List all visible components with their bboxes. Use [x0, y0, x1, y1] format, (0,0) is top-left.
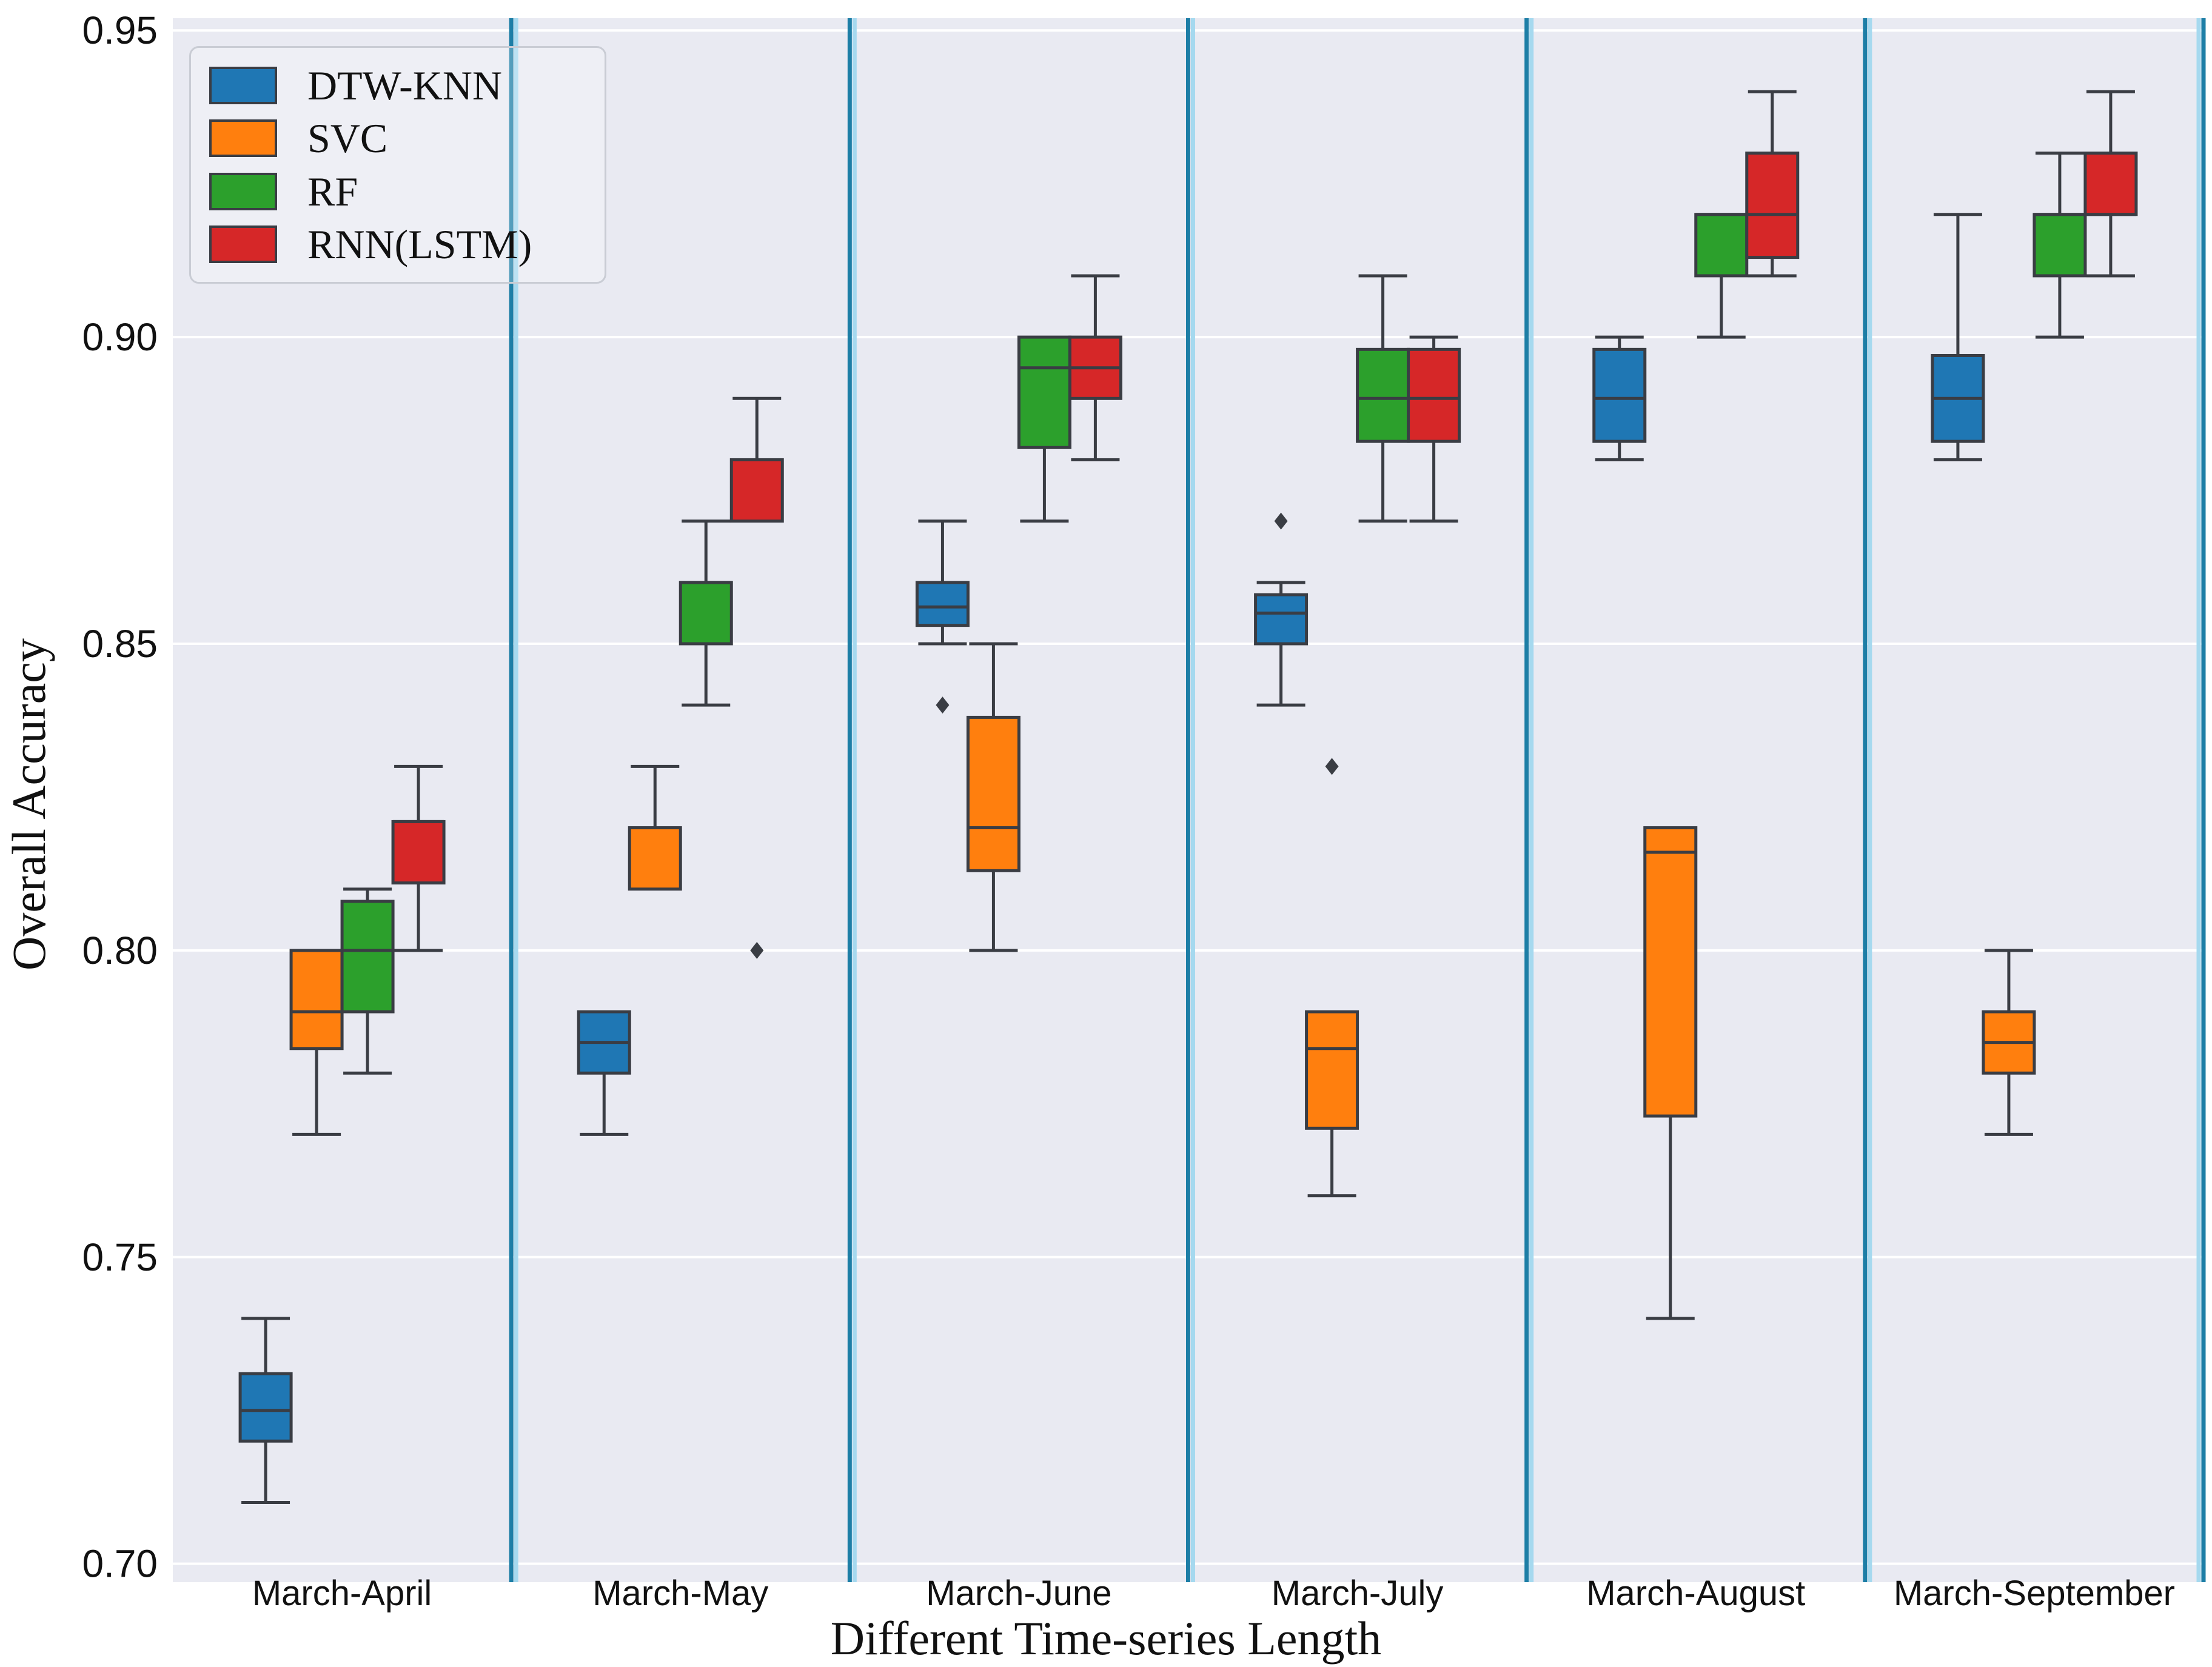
box-dtw-knn-march-august	[1592, 347, 1647, 443]
legend-label-dtw-knn: DTW-KNN	[307, 62, 503, 109]
x-tick-label: March-June	[926, 1574, 1111, 1613]
legend-item: RNN(LSTM)	[209, 224, 605, 265]
legend-swatch-rf	[209, 172, 277, 210]
outlier-dtw-knn-march-july	[1274, 512, 1288, 530]
x-axis-title: Different Time-series Length	[830, 1612, 1382, 1665]
x-tick-label: March-May	[592, 1574, 768, 1613]
y-tick-label: 0.85	[82, 622, 158, 666]
box-svc-march-august	[1643, 826, 1698, 1118]
legend-item: DTW-KNN	[209, 65, 605, 106]
box-rf-march-july	[1356, 347, 1410, 443]
legend-item: SVC	[209, 118, 605, 159]
y-tick-label: 0.90	[82, 315, 158, 359]
y-tick-label: 0.75	[82, 1235, 158, 1279]
box-svc-march-june	[966, 715, 1021, 872]
box-dtw-knn-march-june	[915, 581, 970, 627]
box-rnn-lstm-march-april	[391, 820, 446, 885]
y-tick-label: 0.95	[82, 8, 158, 52]
box-dtw-knn-march-july	[1254, 593, 1309, 646]
legend-swatch-dtw-knn	[209, 66, 277, 104]
legend: DTW-KNN SVC RF RNN(LSTM)	[189, 46, 606, 284]
outlier-rnn-lstm-march-may	[750, 941, 764, 959]
y-axis-title: Overall Accuracy	[2, 638, 55, 970]
x-tick-label: March-August	[1586, 1574, 1805, 1613]
y-tick-label: 0.80	[82, 929, 158, 972]
box-rf-march-august	[1694, 213, 1749, 278]
y-tick-label: 0.70	[82, 1542, 158, 1586]
box-svc-march-may	[628, 826, 682, 891]
x-tick-label: March-April	[252, 1574, 432, 1613]
box-rnn-lstm-march-may	[729, 458, 784, 523]
box-rf-march-may	[679, 581, 733, 646]
legend-label-rnn-lstm: RNN(LSTM)	[307, 221, 532, 268]
x-tick-label: March-July	[1272, 1574, 1444, 1613]
legend-label-rf: RF	[307, 168, 358, 215]
outlier-dtw-knn-march-june	[936, 697, 950, 714]
box-rnn-lstm-march-september	[2083, 152, 2138, 216]
box-rf-march-june	[1017, 335, 1071, 449]
outlier-svc-march-july	[1325, 758, 1339, 775]
legend-swatch-svc	[209, 119, 277, 158]
box-dtw-knn-march-april	[238, 1372, 293, 1443]
box-svc-march-july	[1305, 1010, 1359, 1130]
x-tick-label: March-September	[1894, 1574, 2175, 1613]
box-svc-march-april	[289, 949, 344, 1051]
legend-item: RF	[209, 171, 605, 212]
box-rf-march-april	[340, 900, 395, 1014]
legend-label-svc: SVC	[307, 115, 388, 162]
box-rf-march-september	[2033, 213, 2087, 278]
legend-swatch-rnn-lstm	[209, 225, 277, 264]
box-rnn-lstm-march-july	[1407, 347, 1461, 443]
box-rnn-lstm-march-august	[1745, 152, 1800, 259]
